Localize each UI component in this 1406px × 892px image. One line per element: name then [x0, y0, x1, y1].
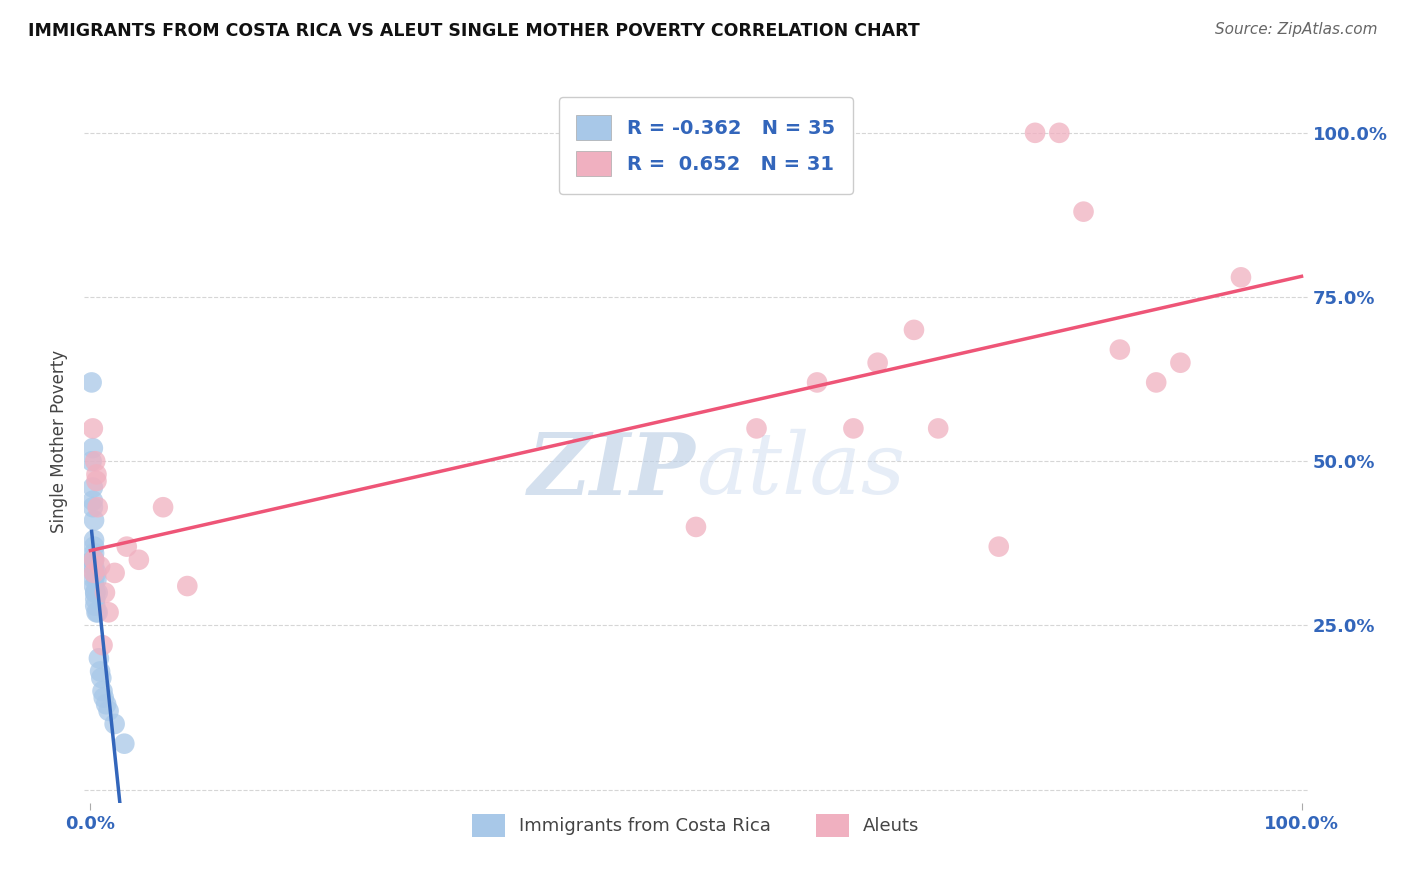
Point — [1230, 270, 1253, 285]
Legend: Immigrants from Costa Rica, Aleuts: Immigrants from Costa Rica, Aleuts — [465, 806, 927, 845]
Point — [152, 500, 174, 515]
Point — [84, 454, 107, 468]
Point — [83, 553, 105, 567]
Point — [82, 553, 104, 567]
Point — [83, 566, 105, 580]
Point — [82, 421, 104, 435]
Point — [83, 513, 105, 527]
Text: atlas: atlas — [696, 429, 905, 512]
Point — [86, 605, 108, 619]
Point — [685, 520, 707, 534]
Point — [927, 421, 949, 435]
Point — [84, 585, 107, 599]
Point — [86, 585, 108, 599]
Point — [842, 421, 865, 435]
Point — [83, 573, 105, 587]
Point — [83, 546, 105, 560]
Point — [82, 559, 104, 574]
Point — [1073, 204, 1095, 219]
Point — [84, 585, 107, 599]
Point — [1144, 376, 1167, 390]
Text: Source: ZipAtlas.com: Source: ZipAtlas.com — [1215, 22, 1378, 37]
Point — [91, 638, 114, 652]
Point — [82, 500, 104, 515]
Point — [96, 698, 118, 712]
Point — [176, 579, 198, 593]
Point — [83, 540, 105, 554]
Point — [1047, 126, 1070, 140]
Point — [82, 493, 104, 508]
Point — [86, 467, 108, 482]
Point — [86, 605, 108, 619]
Point — [80, 454, 103, 468]
Point — [1108, 343, 1130, 357]
Y-axis label: Single Mother Poverty: Single Mother Poverty — [51, 350, 69, 533]
Point — [84, 592, 107, 607]
Point — [806, 376, 828, 390]
Point — [128, 553, 150, 567]
Text: ZIP: ZIP — [529, 429, 696, 512]
Point — [83, 579, 105, 593]
Point — [82, 481, 104, 495]
Point — [83, 566, 105, 580]
Point — [80, 376, 103, 390]
Point — [89, 559, 111, 574]
Point — [89, 665, 111, 679]
Point — [987, 540, 1010, 554]
Text: IMMIGRANTS FROM COSTA RICA VS ALEUT SINGLE MOTHER POVERTY CORRELATION CHART: IMMIGRANTS FROM COSTA RICA VS ALEUT SING… — [28, 22, 920, 40]
Point — [112, 737, 135, 751]
Point — [97, 605, 120, 619]
Point — [90, 671, 112, 685]
Point — [104, 717, 127, 731]
Point — [903, 323, 925, 337]
Point — [93, 690, 115, 705]
Point — [94, 585, 117, 599]
Point — [115, 540, 138, 554]
Point — [745, 421, 768, 435]
Point — [84, 599, 107, 613]
Point — [86, 566, 108, 580]
Point — [82, 441, 104, 455]
Point — [86, 500, 108, 515]
Point — [83, 553, 105, 567]
Point — [866, 356, 889, 370]
Point — [86, 474, 108, 488]
Point — [91, 684, 114, 698]
Point — [104, 566, 127, 580]
Point — [1024, 126, 1046, 140]
Point — [1170, 356, 1192, 370]
Point — [86, 573, 108, 587]
Point — [83, 559, 105, 574]
Point — [87, 651, 110, 665]
Point — [97, 704, 120, 718]
Point — [83, 533, 105, 547]
